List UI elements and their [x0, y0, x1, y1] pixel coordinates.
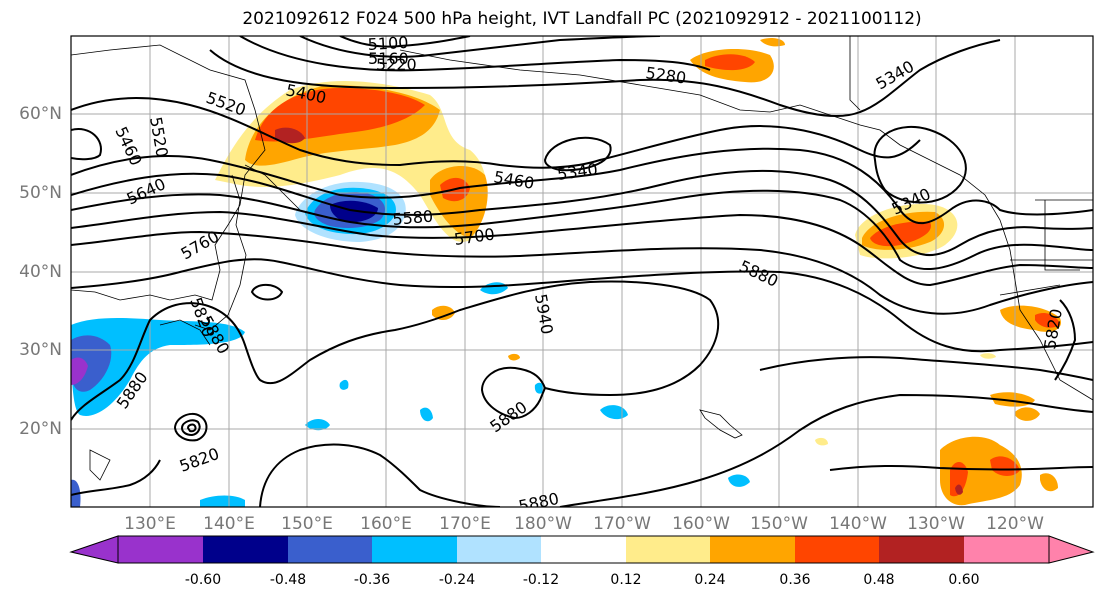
lon-label: 180°W — [514, 514, 572, 534]
lat-label: 30°N — [19, 340, 62, 360]
colorbar-tick: -0.60 — [184, 572, 222, 588]
contour-label: 5340 — [873, 57, 918, 94]
contour-label: 5100 — [367, 33, 409, 54]
colorbar-bin — [541, 536, 626, 563]
lon-label: 150°W — [750, 514, 808, 534]
contour-label: 5460 — [492, 167, 535, 193]
lon-label: 130°E — [124, 514, 176, 534]
colorbar-tick: -0.48 — [269, 572, 307, 588]
colorbar-bin — [964, 536, 1049, 563]
lon-label: 160°W — [672, 514, 730, 534]
colorbar-bin — [879, 536, 964, 563]
lat-label: 20°N — [19, 419, 62, 439]
contour-label: 5940 — [531, 292, 557, 335]
colorbar-tick: -0.36 — [353, 572, 391, 588]
colorbar-bin — [795, 536, 879, 563]
contour-label: 5820 — [177, 444, 222, 476]
lon-label: 170°W — [593, 514, 651, 534]
lon-label: 140°E — [203, 514, 255, 534]
colorbar-bin — [372, 536, 457, 563]
map-frame — [70, 35, 1094, 508]
colorbar-bin — [288, 536, 372, 563]
contour-label: 5580 — [392, 207, 434, 229]
contour-label: 5160 — [368, 49, 409, 68]
colorbar-tick: 0.48 — [863, 572, 895, 588]
colorbar-bin — [457, 536, 541, 563]
map-title: 2021092612 F024 500 hPa height, IVT Land… — [242, 9, 922, 29]
contour-label: 5880 — [486, 397, 530, 436]
lon-label: 130°W — [907, 514, 965, 534]
colorbar-extend-low — [69, 535, 119, 564]
lon-label: 150°E — [281, 514, 333, 534]
colorbar-tick: 0.12 — [610, 572, 642, 588]
lon-label: 160°E — [360, 514, 412, 534]
colorbar-extend-high — [1048, 535, 1095, 564]
colorbar-tick: -0.24 — [438, 572, 476, 588]
lat-label: 60°N — [19, 104, 62, 124]
contour-labels: 5100 5160 5220 5280 5340 5340 5340 5400 … — [111, 33, 1066, 516]
contour-label: 5880 — [736, 256, 781, 290]
graticule — [71, 36, 1093, 507]
contour-label: 5220 — [376, 55, 417, 74]
colorbar-bin — [203, 536, 288, 563]
colorbar-tick: 0.60 — [948, 572, 980, 588]
lon-label: 170°E — [439, 514, 491, 534]
colorbar-bin — [118, 536, 203, 563]
colorbar — [69, 535, 1095, 564]
lon-label: 120°W — [986, 514, 1044, 534]
colorbar-tick: 0.24 — [694, 572, 726, 588]
contour-label: 5280 — [644, 63, 687, 87]
lat-label: 40°N — [19, 262, 62, 282]
colorbar-bin — [626, 536, 710, 563]
contour-label: 5880 — [517, 489, 561, 516]
lon-label: 140°W — [829, 514, 887, 534]
colorbar-tick: 0.36 — [779, 572, 811, 588]
lat-label: 50°N — [19, 183, 62, 203]
contour-label: 5340 — [556, 159, 599, 183]
colorbar-bin — [710, 536, 795, 563]
height-contours — [71, 36, 1093, 507]
contour-label: 5520 — [204, 88, 249, 120]
colorbar-tick: -0.12 — [522, 572, 560, 588]
